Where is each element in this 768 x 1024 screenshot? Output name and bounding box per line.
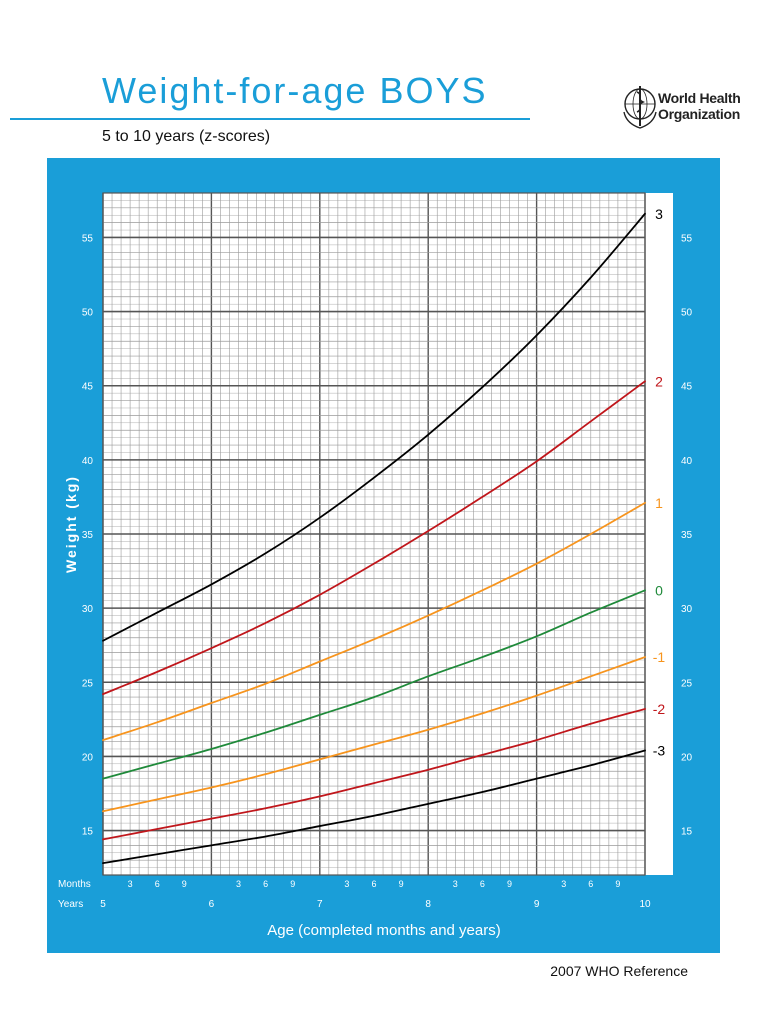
z-score-label-minus1: -1 xyxy=(653,649,666,665)
z-score-line-0 xyxy=(102,589,646,780)
x-month-tick-label: 3 xyxy=(453,879,458,889)
who-name-line1: World Health xyxy=(658,90,741,106)
x-years-row-label: Years xyxy=(58,899,83,910)
z-score-label-minus2: -2 xyxy=(653,701,666,717)
x-year-tick-label: 10 xyxy=(639,899,651,910)
x-month-tick-label: 6 xyxy=(263,879,268,889)
y-tick-label-right: 45 xyxy=(681,382,693,393)
z-score-line-3 xyxy=(102,212,646,642)
y-tick-label-left: 45 xyxy=(82,382,94,393)
x-year-tick-label: 5 xyxy=(100,899,106,910)
y-tick-label-right: 40 xyxy=(681,456,693,467)
who-emblem-icon xyxy=(623,86,657,129)
z-score-line-minus3 xyxy=(102,749,646,865)
x-year-tick-label: 9 xyxy=(534,899,540,910)
chart-subtitle: 5 to 10 years (z-scores) xyxy=(102,128,271,145)
x-month-tick-label: 9 xyxy=(290,879,295,889)
y-tick-label-right: 20 xyxy=(681,752,693,763)
y-tick-label-left: 20 xyxy=(82,752,94,763)
z-score-line-1 xyxy=(102,501,646,741)
x-month-tick-label: 6 xyxy=(371,879,376,889)
x-month-tick-label: 6 xyxy=(588,879,593,889)
z-score-label-3: 3 xyxy=(655,206,663,222)
z-score-label-minus3: -3 xyxy=(653,742,666,758)
y-tick-label-left: 50 xyxy=(82,308,94,319)
z-score-label-0: 0 xyxy=(655,582,663,598)
x-month-tick-label: 9 xyxy=(182,879,187,889)
x-month-tick-label: 3 xyxy=(128,879,133,889)
x-month-tick-label: 6 xyxy=(480,879,485,889)
y-axis-title: Weight (kg) xyxy=(63,475,79,573)
y-tick-label-left: 40 xyxy=(82,456,94,467)
y-tick-label-right: 55 xyxy=(681,233,693,244)
z-label-strip xyxy=(645,193,673,875)
z-score-label-1: 1 xyxy=(655,495,663,511)
x-month-tick-label: 3 xyxy=(236,879,241,889)
z-score-line-minus2 xyxy=(102,708,646,841)
y-tick-label-left: 55 xyxy=(82,233,94,244)
y-tick-label-left: 25 xyxy=(82,678,94,689)
plot-border xyxy=(102,192,646,876)
y-tick-label-left: 35 xyxy=(82,530,94,541)
x-month-tick-label: 9 xyxy=(507,879,512,889)
y-tick-label-right: 30 xyxy=(681,604,693,615)
y-tick-label-right: 25 xyxy=(681,678,693,689)
y-tick-label-left: 15 xyxy=(82,827,94,838)
x-month-tick-label: 3 xyxy=(561,879,566,889)
x-month-tick-label: 9 xyxy=(615,879,620,889)
x-year-tick-label: 7 xyxy=(317,899,323,910)
who-name: World Health Organization xyxy=(658,90,741,122)
y-tick-label-right: 15 xyxy=(681,827,693,838)
z-score-line-minus1 xyxy=(102,656,646,813)
x-month-tick-label: 3 xyxy=(344,879,349,889)
title-underline xyxy=(10,118,530,120)
chart-title: Weight-for-age BOYS xyxy=(102,70,488,111)
x-month-tick-label: 9 xyxy=(399,879,404,889)
x-month-tick-label: 6 xyxy=(155,879,160,889)
z-score-line-2 xyxy=(102,380,646,696)
x-axis-title: Age (completed months and years) xyxy=(267,922,500,939)
who-name-line2: Organization xyxy=(658,106,740,122)
x-year-tick-label: 6 xyxy=(209,899,215,910)
y-tick-label-right: 50 xyxy=(681,308,693,319)
x-year-tick-label: 8 xyxy=(425,899,431,910)
x-months-row-label: Months xyxy=(58,879,91,890)
y-tick-label-right: 35 xyxy=(681,530,693,541)
footer-reference: 2007 WHO Reference xyxy=(550,963,688,979)
z-score-label-2: 2 xyxy=(655,373,663,389)
y-tick-label-left: 30 xyxy=(82,604,94,615)
